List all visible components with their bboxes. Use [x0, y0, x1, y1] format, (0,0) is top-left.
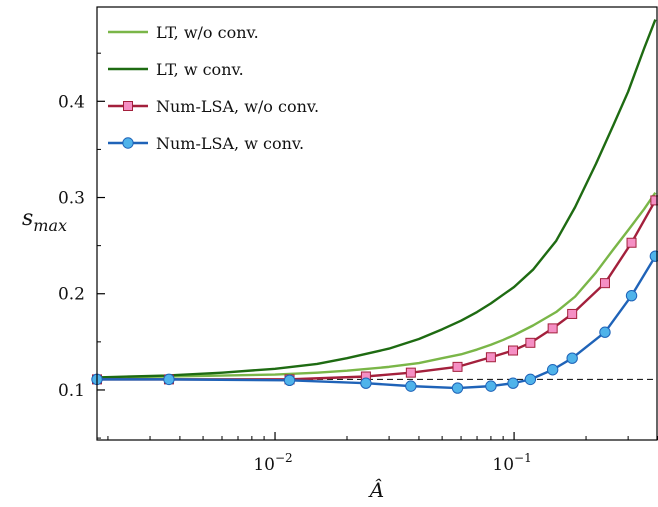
x-axis-label: Â: [368, 478, 384, 502]
y-axis-label-sub: max: [33, 216, 67, 235]
legend: LT, w/o conv. LT, w conv. Num-LSA, w/o con…: [108, 23, 319, 153]
series-0-line: [96, 192, 657, 379]
series-2-point-7: [508, 345, 519, 356]
legend-item-3: Num-LSA, w conv.: [108, 134, 304, 153]
series-3-point-9: [546, 364, 559, 376]
y-axis-label-main: s: [22, 206, 33, 231]
series-3-line: [97, 255, 657, 390]
y-tick-label-2: 0.3: [58, 189, 85, 209]
legend-item-2: Num-LSA, w/o conv.: [108, 97, 319, 116]
axes-layer: 0.1 0.2 0.3 0.4 10−2 10−1: [58, 6, 658, 475]
series-2-point-12: [626, 237, 637, 248]
legend-label-0: LT, w/o conv.: [156, 23, 259, 42]
legend-marker-3: [122, 137, 134, 149]
series-2-point-6: [485, 352, 496, 363]
series-2-point-5: [452, 361, 463, 372]
series-2-point-13: [650, 195, 658, 206]
series-2-point-10: [567, 308, 578, 319]
series-2-point-4: [405, 367, 416, 378]
series-3-point-2: [283, 374, 296, 387]
axis-labels: Â smax: [22, 206, 384, 502]
series-3-point-5: [451, 382, 464, 394]
series-3-point-7: [507, 377, 519, 389]
series-3-point-12: [625, 289, 638, 302]
series-2-line: [97, 199, 657, 381]
series-2-point-8: [525, 337, 536, 348]
legend-label-3: Num-LSA, w conv.: [156, 134, 304, 153]
y-tick-label-0: 0.1: [58, 381, 85, 401]
legend-item-0: LT, w/o conv.: [108, 23, 259, 42]
series-2-point-11: [599, 278, 610, 289]
series-3-point-4: [405, 380, 417, 392]
series-3-point-10: [566, 352, 578, 364]
legend-item-1: LT, w conv.: [108, 60, 244, 79]
series-3: [91, 250, 658, 394]
series-layer: [91, 19, 658, 394]
series-3-point-11: [599, 326, 611, 338]
series-2-point-9: [547, 323, 558, 334]
legend-marker-2: [123, 101, 133, 111]
y-tick-label-1: 0.2: [58, 285, 85, 305]
y-tick-label-3: 0.4: [58, 92, 85, 112]
series-3-point-13: [649, 250, 658, 262]
legend-label-2: Num-LSA, w/o conv.: [156, 97, 319, 116]
series-3-point-3: [360, 377, 372, 389]
series-3-point-8: [524, 373, 537, 386]
plot-frame: [96, 6, 658, 441]
x-tick-label-0: 10−2: [253, 451, 292, 475]
series-1: [96, 19, 657, 379]
y-axis-label: smax: [22, 206, 67, 235]
series-0: [96, 192, 657, 379]
series-1-line: [96, 19, 657, 379]
series-3-point-6: [485, 380, 497, 392]
series-3-point-1: [163, 373, 175, 386]
legend-label-1: LT, w conv.: [156, 60, 244, 79]
x-tick-label-1: 10−1: [492, 451, 531, 475]
